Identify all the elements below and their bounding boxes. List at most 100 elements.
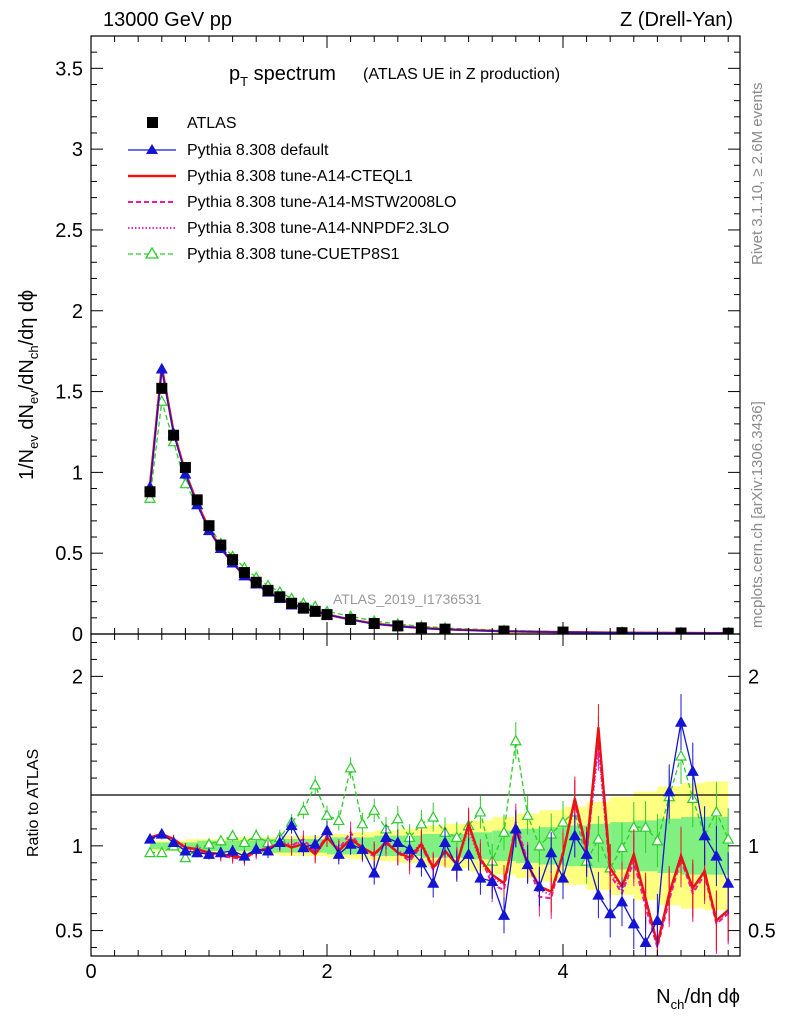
ratio-point-cuetp [297, 804, 310, 815]
ratio-point-cuetp [214, 834, 227, 846]
main-y-tick-label: 0.5 [55, 543, 83, 565]
ratio-point-default [250, 842, 263, 854]
ratio-point-default [497, 909, 511, 920]
ratio-point-default [320, 824, 334, 836]
legend-label-cuetp: Pythia 8.308 tune-CUETP8S1 [187, 246, 400, 263]
ratio-point-default [214, 846, 227, 858]
ylabel-sub3: ch [26, 345, 41, 359]
atlas-data-point [297, 602, 309, 614]
ratio-point-default [710, 849, 723, 861]
ratio-y-tick-label-right: 2 [748, 666, 759, 688]
ratio-y-tick-label-left: 1 [72, 836, 83, 858]
ratio-point-default [521, 858, 534, 870]
ratio-point-cuetp [391, 812, 404, 824]
ratio-band-green [421, 833, 445, 858]
ratio-band-green [150, 842, 162, 850]
atlas-data-point [203, 520, 215, 532]
atlas-data-point [215, 539, 227, 551]
legend-label-cteql1: Pythia 8.308 tune-A14-CTEQL1 [187, 168, 413, 185]
ratio-point-default [379, 831, 393, 842]
ratio-point-cuetp [722, 832, 735, 844]
rivet-label: Rivet 3.1.10, ≥ 2.6M events [749, 83, 766, 266]
ratio-point-cuetp [344, 761, 357, 773]
ratio-point-default [651, 914, 664, 926]
ratio-point-cuetp [639, 820, 652, 832]
ratio-point-cuetp [509, 734, 522, 746]
main-point-default [179, 467, 192, 479]
ratio-point-cuetp [615, 841, 629, 853]
atlas-data-point [309, 605, 321, 617]
ratio-point-default [344, 837, 357, 849]
ratio-point-default [391, 836, 404, 848]
atlas-data-point [250, 576, 262, 588]
ratio-panel: 0 2 4 0.5 0.5 1 1 2 2 [55, 633, 776, 983]
ratio-point-cuetp [238, 836, 251, 848]
legend-label-nnpdf: Pythia 8.308 tune-A14-NNPDF2.3LO [187, 220, 449, 237]
main-y-tick-label: 3 [72, 139, 83, 161]
ratio-point-default [604, 907, 617, 919]
ratio-point-default [356, 842, 369, 854]
legend-label-atlas: ATLAS [187, 115, 237, 132]
ratio-point-cuetp [450, 831, 463, 842]
ratio-point-default [261, 844, 275, 856]
main-y-tick-label: 1 [72, 462, 83, 484]
main-y-tick-label: 1.5 [55, 382, 83, 404]
ylabel-part1: 1/N [16, 449, 38, 480]
xlabel-part2: /dη dϕ [684, 986, 740, 1008]
ratio-band-green [197, 840, 209, 851]
ratio-point-default [332, 848, 345, 859]
legend-entry-atlas: ATLAS [147, 115, 237, 132]
ratio-point-default [533, 880, 546, 892]
plot-title: pT spectrum [229, 63, 336, 89]
ratio-y-tick-label-left: 0.5 [55, 921, 83, 943]
main-point-default [155, 362, 168, 374]
ratio-point-cuetp [332, 814, 345, 826]
ratio-point-default [698, 829, 711, 841]
ratio-point-cuetp [556, 815, 570, 827]
ratio-y-tick-label-left: 2 [72, 666, 83, 688]
ratio-point-default [155, 827, 168, 839]
atlas-data-point [168, 429, 180, 441]
legend: ATLAS Pythia 8.308 default Pythia 8.308 … [128, 115, 456, 263]
atlas-data-point [616, 627, 628, 634]
x-tick-label: 2 [321, 961, 332, 983]
ratio-point-default [663, 785, 676, 797]
header-left: 13000 GeV pp [103, 9, 232, 31]
ratio-ylabel: Ratio to ATLAS [25, 749, 42, 857]
xlabel-part1: N [656, 986, 670, 1008]
ratio-point-cuetp [368, 804, 381, 815]
atlas-data-point [238, 567, 250, 579]
ylabel-sub2: ev [26, 390, 41, 404]
atlas-data-point [179, 462, 191, 474]
atlas-data-point [156, 382, 168, 394]
main-panel: 0 0.5 1 1.5 2 2.5 3 3.5 [55, 35, 741, 646]
ratio-y-tick-label-right: 1 [748, 836, 759, 858]
ratio-point-cuetp [674, 749, 688, 761]
title-rest: spectrum [248, 63, 336, 85]
legend-entry-nnpdf: Pythia 8.308 tune-A14-NNPDF2.3LO [128, 220, 449, 237]
ratio-band-green [185, 842, 198, 850]
header-right: Z (Drell-Yan) [620, 9, 733, 31]
ratio-point-default [273, 836, 286, 848]
legend-label-mstw: Pythia 8.308 tune-A14-MSTW2008LO [187, 194, 456, 211]
ratio-point-default [167, 836, 180, 848]
ratio-point-default [615, 895, 629, 907]
ratio-point-default [403, 842, 416, 854]
ratio-point-cuetp [427, 810, 440, 822]
ratio-point-default [143, 832, 157, 844]
ratio-point-default [238, 849, 251, 861]
ratio-point-default [415, 856, 428, 868]
ratio-point-default [226, 844, 239, 856]
main-y-tick-label: 0 [72, 624, 83, 646]
legend-marker-cuetp [144, 246, 160, 259]
ratio-point-default [474, 871, 487, 883]
x-tick-label: 4 [557, 961, 568, 983]
ratio-point-default [674, 715, 688, 727]
ratio-point-default [686, 765, 699, 776]
ratio-point-default [450, 859, 463, 871]
ratio-point-default [285, 819, 298, 831]
ratio-point-default [580, 848, 593, 859]
ratio-point-cuetp [474, 805, 487, 817]
ratio-point-default [509, 822, 522, 834]
